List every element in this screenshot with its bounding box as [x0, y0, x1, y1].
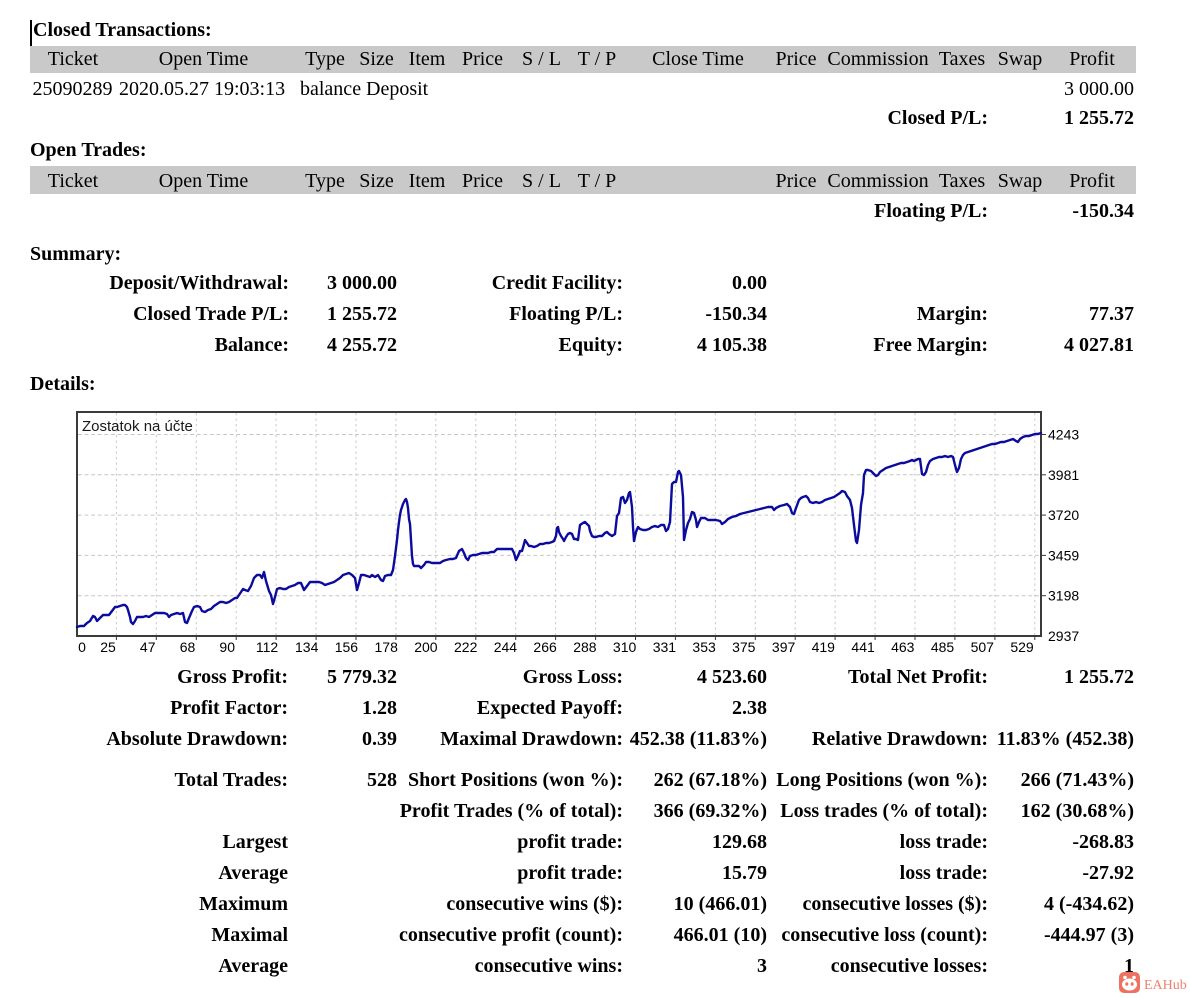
svg-text:47: 47 — [140, 639, 156, 655]
svg-text:134: 134 — [295, 639, 319, 655]
svg-text:2937: 2937 — [1048, 628, 1079, 644]
svg-text:244: 244 — [494, 639, 518, 655]
svg-text:90: 90 — [219, 639, 235, 655]
svg-text:507: 507 — [971, 639, 995, 655]
svg-text:3981: 3981 — [1048, 467, 1079, 483]
svg-text:353: 353 — [692, 639, 716, 655]
svg-text:25: 25 — [100, 639, 116, 655]
svg-text:156: 156 — [335, 639, 359, 655]
svg-text:0: 0 — [78, 639, 86, 655]
svg-text:68: 68 — [180, 639, 196, 655]
svg-text:178: 178 — [375, 639, 399, 655]
svg-text:112: 112 — [256, 639, 279, 655]
svg-text:3459: 3459 — [1048, 547, 1079, 563]
svg-text:Zostatok na účte: Zostatok na účte — [82, 418, 193, 435]
svg-text:463: 463 — [891, 639, 915, 655]
svg-text:3198: 3198 — [1048, 588, 1079, 604]
svg-text:EAHub: EAHub — [1144, 978, 1187, 993]
svg-text:375: 375 — [732, 639, 756, 655]
svg-text:441: 441 — [851, 639, 875, 655]
svg-text:529: 529 — [1010, 639, 1034, 655]
svg-text:4243: 4243 — [1048, 427, 1079, 443]
svg-text:310: 310 — [613, 639, 637, 655]
svg-text:485: 485 — [931, 639, 955, 655]
svg-text:397: 397 — [772, 639, 796, 655]
svg-text:288: 288 — [573, 639, 597, 655]
svg-text:266: 266 — [533, 639, 557, 655]
svg-text:222: 222 — [454, 639, 478, 655]
svg-text:3720: 3720 — [1048, 507, 1079, 523]
svg-text:200: 200 — [414, 639, 438, 655]
svg-text:331: 331 — [653, 639, 677, 655]
svg-text:419: 419 — [812, 639, 836, 655]
